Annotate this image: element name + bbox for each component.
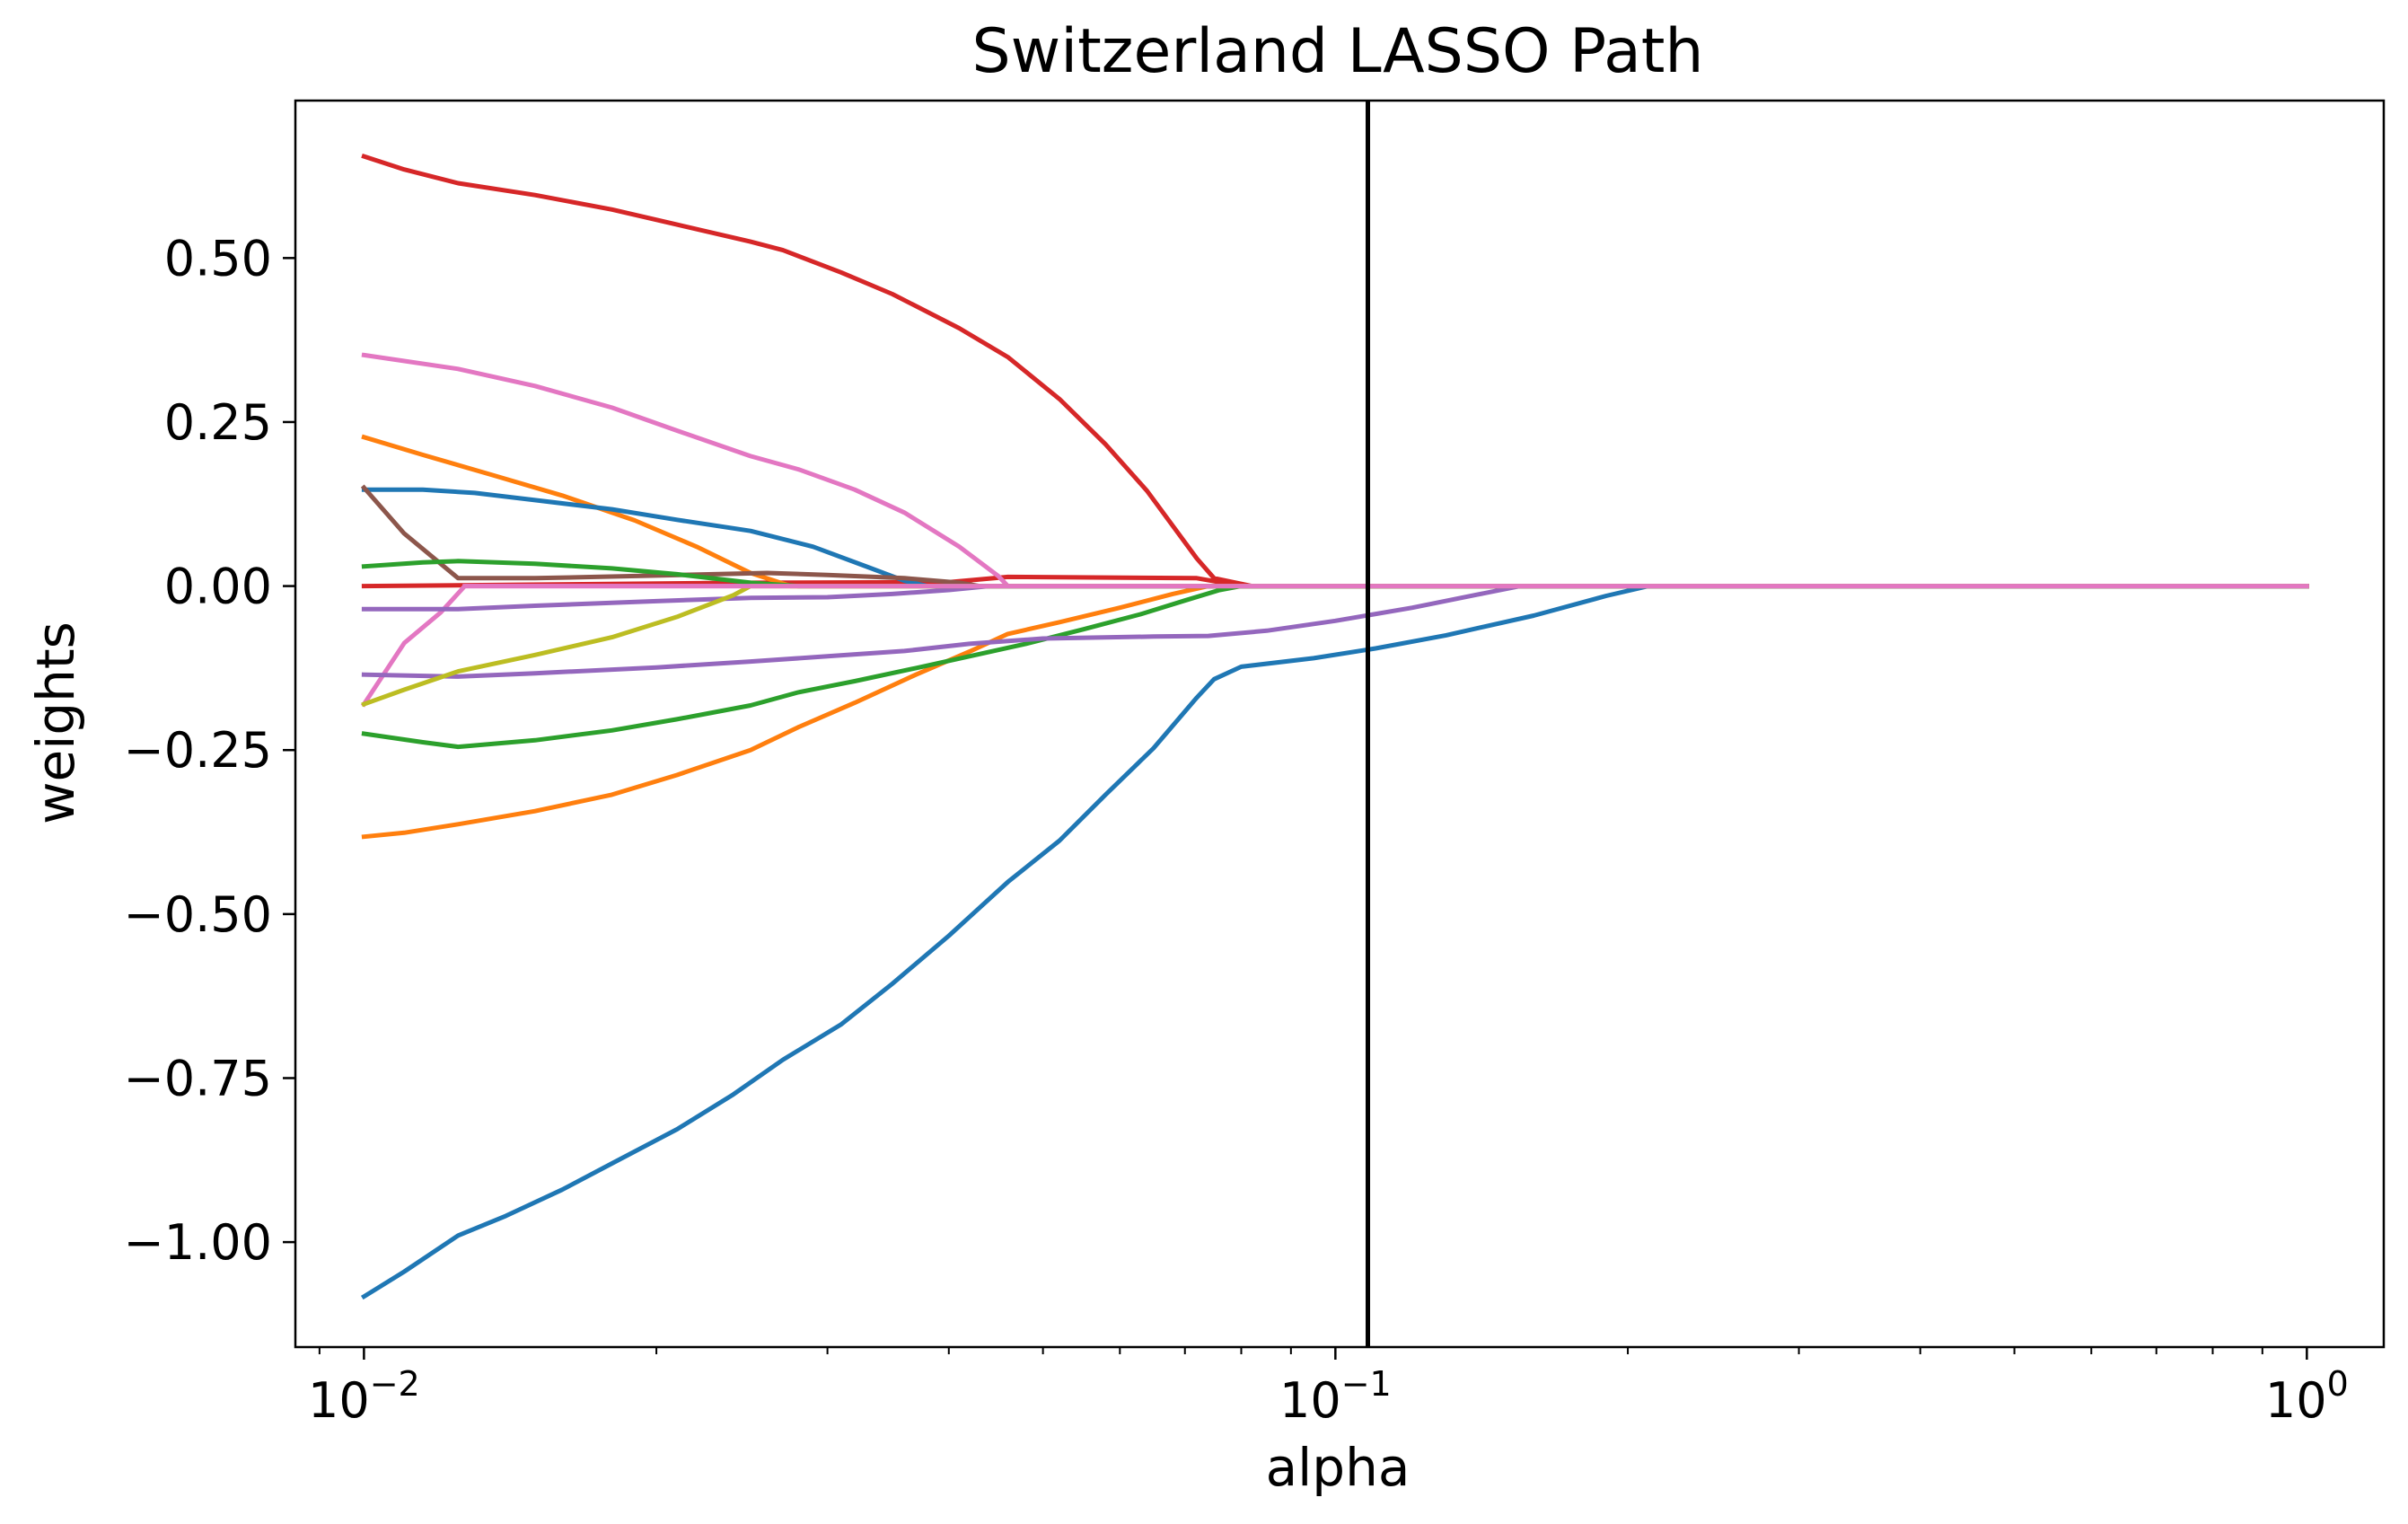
series-line-3: [361, 352, 2309, 589]
x-tick-exponent-3: 0: [2327, 1364, 2349, 1404]
y-tick-label-2: 0.25: [164, 394, 272, 451]
x-axis-label: alpha: [1266, 1437, 1411, 1498]
x-tick-exponent-1: −2: [370, 1364, 420, 1404]
x-tick-base-2: 10: [1279, 1372, 1341, 1429]
series-line-7: [361, 487, 2309, 589]
series-line-11: [361, 584, 2309, 750]
x-tick-exponent-2: −1: [1341, 1364, 1392, 1404]
series-line-8: [360, 584, 2309, 1300]
chart-title: Switzerland LASSO Path: [971, 16, 1703, 87]
y-tick-label-1: 0.50: [164, 230, 272, 286]
x-tick-base-3: 10: [2265, 1372, 2327, 1429]
y-tick-label-7: −1.00: [124, 1214, 272, 1271]
y-tick-label-4: −0.25: [124, 722, 272, 779]
plot-frame: [294, 99, 2386, 1349]
plot-area: [360, 101, 2309, 1347]
series-line-12: [361, 584, 2309, 679]
series-line-5: [361, 434, 2309, 589]
series-line-1: [361, 153, 2309, 589]
y-axis-label: weights: [25, 621, 86, 824]
y-tick-label-5: −0.50: [124, 886, 272, 943]
series-group: [360, 101, 2309, 1347]
series-line-14: [361, 584, 2309, 708]
series-line-4: [360, 584, 2309, 708]
x-tick-label-1: 10−2: [308, 1364, 420, 1429]
series-line-13: [361, 584, 2309, 612]
x-tick-label-3: 100: [2265, 1364, 2349, 1429]
series-line-6: [361, 584, 2309, 840]
y-tick-label-6: −0.75: [124, 1050, 272, 1106]
x-tick-label-2: 10−1: [1279, 1364, 1392, 1429]
y-tick-label-3: 0.00: [164, 559, 272, 615]
x-tick-base-1: 10: [308, 1372, 370, 1429]
